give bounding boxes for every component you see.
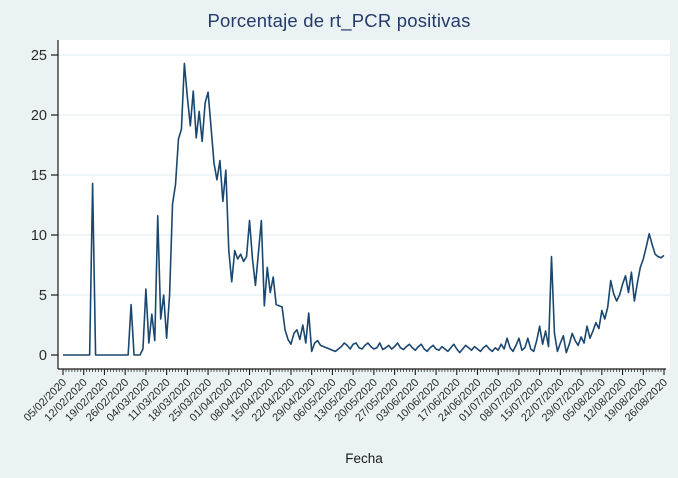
- y-tick-label: 20: [31, 108, 47, 124]
- data-line: [63, 62, 665, 356]
- y-tick-label: 25: [31, 48, 47, 64]
- y-tick-label: 10: [31, 228, 47, 244]
- y-tick-label: 15: [31, 168, 47, 184]
- x-axis-title: Fecha: [345, 451, 383, 466]
- chart-title: Porcentaje de rt_PCR positivas: [207, 10, 471, 31]
- plot-area: [58, 40, 670, 369]
- y-tick-label: 0: [39, 348, 47, 364]
- y-tick-label: 5: [39, 288, 47, 304]
